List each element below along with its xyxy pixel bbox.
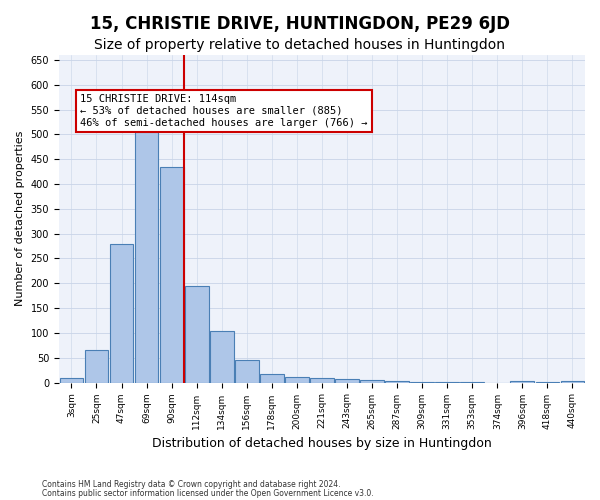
Text: Size of property relative to detached houses in Huntingdon: Size of property relative to detached ho… [95,38,505,52]
Bar [310,378,334,382]
Bar [59,378,83,382]
Bar [385,380,409,382]
Bar [335,379,359,382]
Text: 15 CHRISTIE DRIVE: 114sqm
← 53% of detached houses are smaller (885)
46% of semi: 15 CHRISTIE DRIVE: 114sqm ← 53% of detac… [80,94,367,128]
Bar [260,374,284,382]
Bar [285,376,309,382]
Bar [110,244,133,382]
Y-axis label: Number of detached properties: Number of detached properties [15,131,25,306]
Bar [511,380,534,382]
Bar [85,350,109,382]
Text: Contains public sector information licensed under the Open Government Licence v3: Contains public sector information licen… [42,489,374,498]
X-axis label: Distribution of detached houses by size in Huntingdon: Distribution of detached houses by size … [152,437,492,450]
Text: 15, CHRISTIE DRIVE, HUNTINGDON, PE29 6JD: 15, CHRISTIE DRIVE, HUNTINGDON, PE29 6JD [90,15,510,33]
Bar [560,381,584,382]
Bar [210,332,233,382]
Bar [134,127,158,382]
Bar [160,166,184,382]
Text: Contains HM Land Registry data © Crown copyright and database right 2024.: Contains HM Land Registry data © Crown c… [42,480,341,489]
Bar [185,286,209,382]
Bar [235,360,259,382]
Bar [360,380,384,382]
